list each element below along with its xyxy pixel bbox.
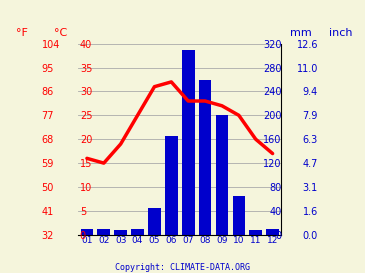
- Bar: [233, 196, 245, 235]
- Text: inch: inch: [328, 28, 352, 38]
- Bar: [131, 229, 144, 235]
- Bar: [114, 230, 127, 235]
- Text: °F: °F: [16, 28, 28, 38]
- Bar: [182, 50, 195, 235]
- Bar: [199, 79, 211, 235]
- Bar: [216, 115, 228, 235]
- Bar: [266, 229, 279, 235]
- Text: °C: °C: [54, 28, 67, 38]
- Text: Copyright: CLIMATE-DATA.ORG: Copyright: CLIMATE-DATA.ORG: [115, 263, 250, 272]
- Text: mm: mm: [290, 28, 312, 38]
- Bar: [249, 230, 262, 235]
- Bar: [165, 136, 178, 235]
- Bar: [81, 229, 93, 235]
- Bar: [148, 208, 161, 235]
- Bar: [97, 229, 110, 235]
